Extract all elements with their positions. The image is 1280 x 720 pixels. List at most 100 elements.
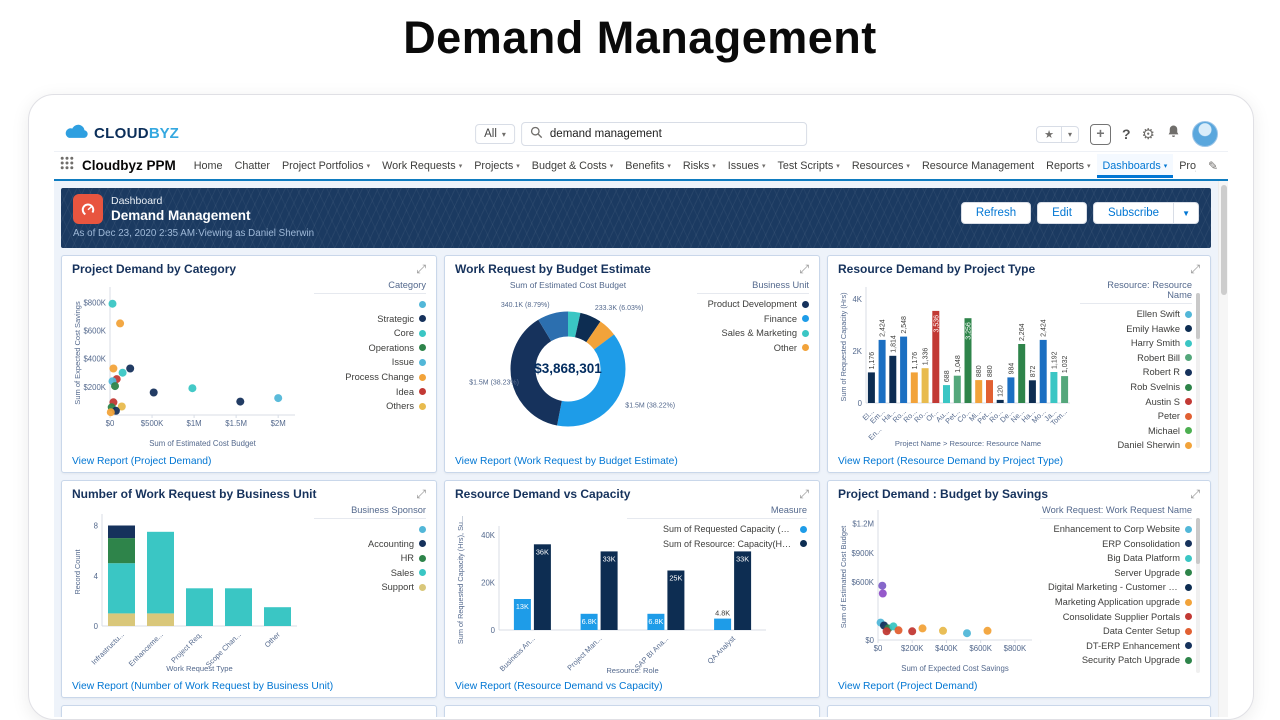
legend-dot: [1185, 642, 1192, 650]
nav-tab-reports[interactable]: Reports ▾: [1046, 159, 1091, 172]
nav-tab-chatter[interactable]: Chatter: [234, 159, 270, 172]
user-avatar[interactable]: [1192, 121, 1218, 147]
legend-item[interactable]: Daniel Sherwin: [1080, 438, 1192, 453]
legend-item[interactable]: ERP Consolidation: [1040, 536, 1192, 551]
nav-tab-risks[interactable]: Risks ▾: [682, 159, 716, 172]
legend-item[interactable]: Core: [314, 326, 426, 341]
legend-dot: [1185, 441, 1192, 449]
legend-item[interactable]: Robert Bill: [1080, 351, 1192, 366]
legend-item[interactable]: Data Center Setup: [1040, 624, 1192, 639]
legend-item[interactable]: Digital Marketing - Customer Seg...: [1040, 580, 1192, 595]
search-input[interactable]: demand management: [520, 122, 807, 146]
view-report-link[interactable]: View Report (Resource Demand vs Capacity…: [455, 681, 663, 692]
legend-item[interactable]: Consolidate Supplier Portals: [1040, 609, 1192, 624]
legend-item[interactable]: Operations: [314, 341, 426, 356]
edit-button[interactable]: Edit: [1037, 202, 1087, 224]
expand-icon[interactable]: ⤢: [1190, 487, 1200, 501]
svg-text:2,548: 2,548: [901, 316, 908, 334]
legend-item[interactable]: Issue: [314, 355, 426, 370]
nav-tab-test-scripts[interactable]: Test Scripts ▾: [777, 159, 840, 172]
favorites-control[interactable]: ★ ▾: [1036, 125, 1079, 143]
nav-tab-work-requests[interactable]: Work Requests ▾: [382, 159, 463, 172]
setup-gear-icon[interactable]: ⚙: [1141, 126, 1155, 143]
legend-item[interactable]: Sum of Resource: Capacity(Hours): [627, 536, 807, 551]
nav-tab-resources[interactable]: Resources ▾: [851, 159, 910, 172]
legend-item[interactable]: Marketing Application upgrade: [1040, 595, 1192, 610]
nav-tab-home[interactable]: Home: [193, 159, 223, 172]
more-actions-caret-button[interactable]: ▼: [1174, 202, 1199, 224]
legend-item[interactable]: Process Change: [314, 370, 426, 385]
legend-item[interactable]: Security Patch Upgrade: [1040, 653, 1192, 668]
favorites-caret-icon[interactable]: ▾: [1060, 126, 1078, 142]
legend-item[interactable]: Strategic: [314, 311, 426, 326]
legend-item[interactable]: Support: [314, 580, 426, 595]
vertical-scrollbar[interactable]: [1218, 181, 1228, 717]
search-scope-dropdown[interactable]: All ▾: [475, 124, 515, 144]
nav-tab-dashboards[interactable]: Dashboards ▾: [1096, 153, 1174, 178]
legend-item[interactable]: Server Upgrade: [1040, 566, 1192, 581]
app-name[interactable]: Cloudbyz PPM: [82, 158, 176, 173]
edit-nav-pencil-icon[interactable]: ✎: [1207, 158, 1218, 173]
view-report-link[interactable]: View Report (Number of Work Request by B…: [72, 681, 334, 692]
refresh-button[interactable]: Refresh: [960, 202, 1032, 224]
svg-text:$400K: $400K: [83, 354, 106, 363]
legend-item[interactable]: Product Development: [697, 297, 809, 312]
scrollbar-thumb[interactable]: [1221, 185, 1227, 295]
card-title: Number of Work Request by Business Unit: [72, 487, 317, 501]
legend-item[interactable]: Accounting: [314, 536, 426, 551]
expand-icon[interactable]: ⤢: [1190, 262, 1200, 276]
legend-item[interactable]: HR: [314, 551, 426, 566]
legend-item[interactable]: [314, 297, 426, 312]
svg-text:En...: En...: [866, 425, 883, 442]
expand-icon[interactable]: ⤢: [416, 262, 426, 276]
nav-tab-benefits[interactable]: Benefits ▾: [625, 159, 671, 172]
legend-item[interactable]: Rob Svelnis: [1080, 380, 1192, 395]
legend-item[interactable]: Sales & Marketing: [697, 326, 809, 341]
legend-item[interactable]: Ellen Swift: [1080, 307, 1192, 322]
chevron-down-icon: ▾: [516, 162, 520, 170]
notifications-bell-icon[interactable]: [1166, 124, 1181, 144]
legend-item[interactable]: [314, 522, 426, 537]
legend-item[interactable]: Michael: [1080, 424, 1192, 439]
legend-item[interactable]: Emily Hawke: [1080, 321, 1192, 336]
legend-item[interactable]: Sales: [314, 566, 426, 581]
legend-item[interactable]: Peter: [1080, 409, 1192, 424]
chevron-down-icon: ▾: [366, 162, 371, 170]
view-report-link[interactable]: View Report (Project Demand): [72, 456, 212, 467]
svg-text:Sum of Estimated Cost Budget: Sum of Estimated Cost Budget: [149, 439, 256, 448]
view-report-link[interactable]: View Report (Work Request by Budget Esti…: [455, 456, 678, 467]
nav-tab-project-templates[interactable]: Project Templates▾: [1179, 159, 1196, 172]
view-report-link[interactable]: View Report (Resource Demand by Project …: [838, 456, 1064, 467]
work-request-stacked-bar-chart: 0 4 8 Infrastructu... Enhanceme... Project Re…: [72, 502, 314, 679]
help-icon[interactable]: ?: [1121, 126, 1131, 142]
nav-tab-project-portfolios[interactable]: Project Portfolios ▾: [281, 159, 371, 172]
legend-item[interactable]: Sum of Requested Capacity (Hrs): [627, 522, 807, 537]
expand-icon[interactable]: ⤢: [799, 487, 809, 501]
legend-item[interactable]: Enhancement to Corp Website: [1040, 522, 1192, 537]
legend-item[interactable]: Robert R: [1080, 365, 1192, 380]
legend-item[interactable]: Harry Smith: [1080, 336, 1192, 351]
dashboard-main: Dashboard Demand Management As of Dec 23…: [54, 181, 1228, 717]
business-sponsor-legend: Business Sponsor Accounting HR Sales Support: [314, 502, 426, 679]
nav-tab-issues[interactable]: Issues ▾: [727, 159, 766, 172]
legend-item[interactable]: Austin S: [1080, 394, 1192, 409]
nav-tab-projects[interactable]: Projects ▾: [474, 159, 520, 172]
view-report-link[interactable]: View Report (Project Demand): [838, 681, 978, 692]
add-icon[interactable]: +: [1089, 123, 1111, 145]
legend-item[interactable]: Other: [697, 341, 809, 356]
legend-item[interactable]: Finance: [697, 311, 809, 326]
legend-item[interactable]: Others: [314, 399, 426, 414]
favorites-star-icon[interactable]: ★: [1044, 128, 1054, 141]
nav-tab-budget-costs[interactable]: Budget & Costs ▾: [531, 159, 614, 172]
subscribe-button[interactable]: Subscribe: [1092, 202, 1175, 224]
legend-item[interactable]: DT-ERP Enhancement: [1040, 639, 1192, 654]
business-unit-legend: Business Unit Product Development Finance S…: [697, 277, 809, 454]
expand-icon[interactable]: ⤢: [799, 262, 809, 276]
app-launcher-waffle-icon[interactable]: [60, 156, 74, 175]
nav-tab-resource-management[interactable]: Resource Management: [921, 159, 1035, 172]
legend-item[interactable]: Big Data Platform: [1040, 551, 1192, 566]
legend-item[interactable]: Idea: [314, 384, 426, 399]
expand-icon[interactable]: ⤢: [416, 487, 426, 501]
cloudbyz-logo[interactable]: CLOUDBYZ: [60, 123, 179, 145]
svg-text:$600K: $600K: [969, 644, 992, 653]
